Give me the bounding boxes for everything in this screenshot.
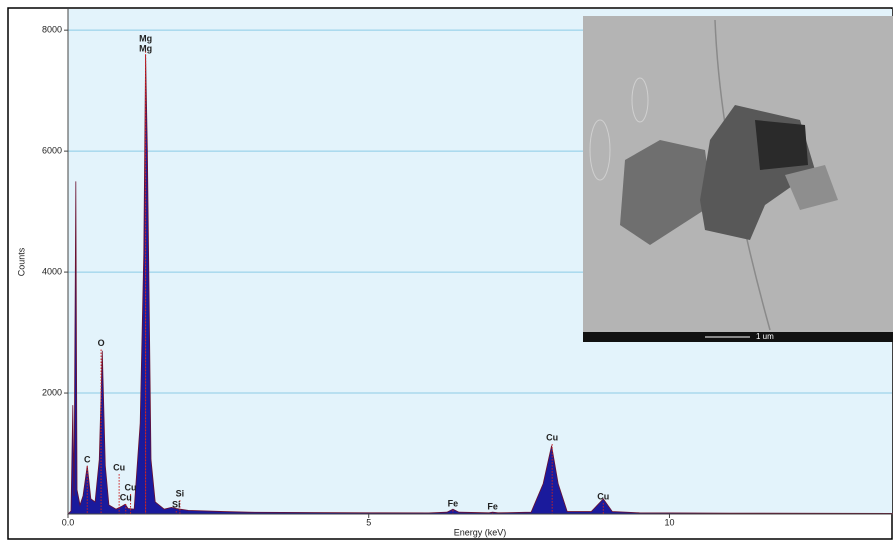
element-label: Fe (448, 498, 459, 508)
film-hole (631, 77, 649, 123)
x-tick-label: 10 (664, 517, 674, 527)
y-axis-label: Counts (16, 247, 26, 276)
element-label: Si (176, 488, 185, 498)
film-hole (589, 119, 611, 181)
y-tick-label: 4000 (42, 266, 62, 276)
x-tick-label: 5 (366, 517, 371, 527)
x-axis-label: Energy (keV) (454, 527, 507, 537)
particle-dark (755, 120, 808, 170)
element-label: Cu (597, 491, 609, 501)
x-tick-label: 0.0 (62, 517, 75, 527)
y-tick-label: 8000 (42, 25, 62, 35)
element-label: Cu (120, 492, 132, 502)
element-label: Cu (125, 482, 137, 492)
y-tick-label: 2000 (42, 387, 62, 397)
element-label: Si (172, 499, 181, 509)
element-label: Mg (139, 43, 152, 53)
scale-label: 1 um (756, 332, 774, 341)
element-label: Cu (113, 462, 125, 472)
element-label: Fe (487, 501, 498, 511)
inset-image: 1 um (583, 16, 893, 342)
particle (785, 165, 838, 210)
y-tick-label: 6000 (42, 146, 62, 156)
element-label: Mg (139, 34, 152, 44)
spectrum-area (67, 54, 893, 515)
element-label: O (98, 338, 105, 348)
element-label: C (84, 455, 91, 465)
element-label: Cu (546, 433, 558, 443)
particle (620, 140, 712, 245)
